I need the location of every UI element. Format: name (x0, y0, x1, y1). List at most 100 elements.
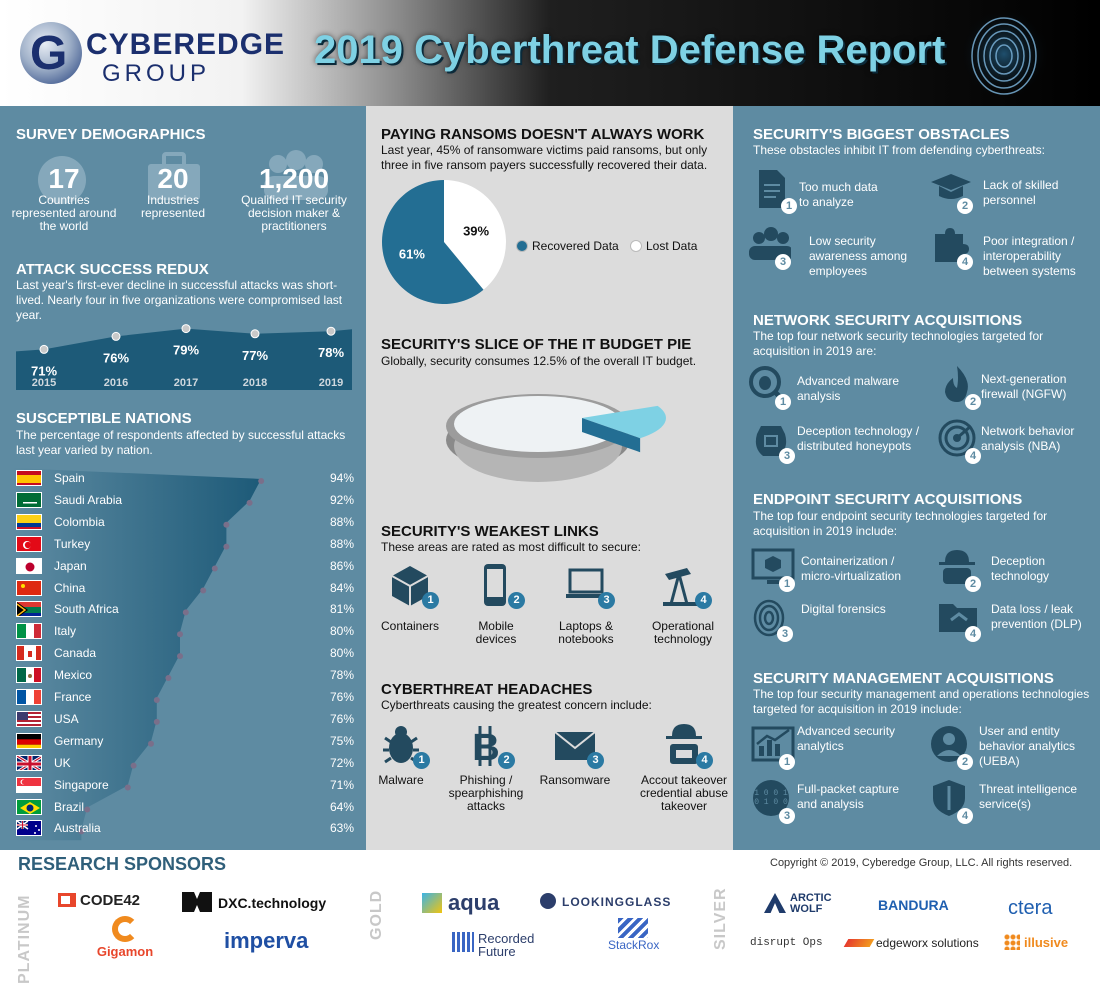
sponsor-bandura[interactable]: BANDURA (878, 897, 949, 913)
sponsor-recordedfuture[interactable]: Recorded Future (452, 932, 534, 958)
attack-text: Last year's first-ever decline in succes… (16, 278, 343, 322)
bug-icon (379, 724, 423, 768)
sponsor-imperva[interactable]: imperva (224, 928, 309, 953)
item-label: Poor integration / interoperability betw… (983, 234, 1076, 278)
sponsor-dxc[interactable]: DXC.technology (182, 892, 326, 912)
item-label: Too much data to analyze (799, 180, 878, 209)
shield-icon (929, 778, 973, 820)
item-label: Operational technology (651, 619, 715, 646)
management-text: The top four security management and ope… (753, 687, 1090, 716)
attack-value-label: 79% (173, 343, 199, 358)
headache-items: 1 Malware B 2 Phishing / spearphishing attac… (366, 724, 733, 834)
report-title: 2019 Cyberthreat Defense Report (314, 28, 946, 72)
nation-bar-marker (148, 740, 154, 747)
flag-icon (16, 470, 42, 486)
fingerprint-icon (958, 8, 1050, 100)
item-number-badge: 1 (779, 576, 795, 592)
monitor-box-icon (751, 546, 795, 588)
item-number-badge: 4 (957, 254, 973, 270)
nation-value: 78% (329, 668, 354, 683)
sponsor-illusive[interactable]: illusive (1004, 934, 1068, 950)
endpoint-items: 1 Containerization / micro-virtualization… (733, 542, 1100, 652)
stat-countries: 17 Countries represented around the worl… (10, 164, 118, 233)
attack-value-label: 71% (31, 363, 57, 378)
nation-value: 84% (329, 580, 354, 595)
sponsor-disruptops[interactable]: disrupt Ops (750, 937, 823, 949)
nation-name: Colombia (54, 514, 105, 529)
nation-value: 76% (329, 711, 354, 726)
nation-value: 75% (329, 733, 354, 748)
obstacles-text: These obstacles inhibit IT from defendin… (753, 143, 1045, 157)
sponsor-edgeworx[interactable]: edgeworx solutions (843, 936, 979, 950)
attack-point (181, 324, 191, 334)
nation-bar-marker (246, 499, 253, 506)
attack-value-label: 78% (318, 345, 344, 360)
item-number-badge: 3 (779, 448, 795, 464)
nation-bar-marker (211, 565, 218, 572)
management-heading: SECURITY MANAGEMENT ACQUISITIONS (753, 670, 1054, 687)
pumpjack-icon (661, 564, 705, 608)
obstacles-heading: SECURITY'S BIGGEST OBSTACLES (753, 126, 1010, 143)
nation-row: USA 76% (16, 709, 354, 729)
people-group-icon (264, 150, 328, 200)
ransom-text: Last year, 45% of ransomware victims pai… (381, 143, 708, 172)
document-icon (753, 168, 797, 210)
sponsor-code42[interactable]: CODE42 (58, 892, 140, 909)
nation-bar-marker (153, 718, 160, 725)
ransom-legend: Recovered Data Lost Data (516, 238, 726, 258)
nation-value: 63% (329, 821, 354, 836)
legend-label: Lost Data (646, 239, 698, 253)
sponsor-label: illusive (1024, 935, 1069, 950)
nation-name: Italy (54, 624, 77, 639)
sponsor-gigamon[interactable]: Gigamon (90, 916, 160, 959)
nation-name: Turkey (54, 536, 91, 551)
sponsor-stackrox[interactable]: StackRox (608, 918, 659, 952)
logo-mark-icon: G (20, 22, 82, 84)
attack-area (16, 328, 352, 390)
item-label: Lack of skilled personnel (983, 178, 1059, 207)
sponsor-aqua[interactable]: aqua (422, 890, 499, 916)
attack-heading: ATTACK SUCCESS REDUX (16, 261, 209, 278)
puzzle-icon (929, 224, 973, 266)
globe-icon (38, 156, 86, 204)
item-number-badge: 3 (779, 808, 795, 824)
sponsor-lookingglass[interactable]: LOOKINGGLASS (540, 893, 671, 909)
nations-text: The percentage of respondents affected b… (16, 428, 346, 457)
nation-value: 80% (329, 624, 354, 639)
left-column: SURVEY DEMOGRAPHICS 17 Countries represe… (0, 106, 366, 850)
nation-name: Germany (54, 733, 104, 748)
sponsor-arcticwolf[interactable]: ARCTIC WOLF (764, 893, 832, 915)
nation-row: Canada 80% (16, 643, 354, 663)
edgeworx-logo-icon (843, 939, 875, 947)
people-icon (747, 224, 793, 266)
nation-bar-marker (177, 631, 183, 638)
nation-row: Saudi Arabia 92% (16, 490, 354, 510)
tier-gold: GOLD (368, 889, 385, 940)
flag-icon (16, 710, 42, 727)
item-number-badge: 3 (587, 752, 604, 769)
demographics-heading: SURVEY DEMOGRAPHICS (16, 126, 206, 143)
attack-year-label: 2016 (104, 377, 128, 389)
nation-name: France (54, 690, 92, 704)
flag-icon (16, 776, 42, 793)
flag-icon (16, 645, 42, 662)
weakest-heading: SECURITY'S WEAKEST LINKS (381, 523, 599, 540)
attack-value-label: 76% (103, 350, 129, 365)
sponsor-label: Recorded Future (478, 931, 535, 959)
sponsor-ctera[interactable]: ctera (1008, 897, 1053, 919)
ransom-pie-label: 39% (463, 223, 489, 238)
headaches-text: Cyberthreats causing the greatest concer… (381, 698, 652, 712)
endpoint-heading: ENDPOINT SECURITY ACQUISITIONS (753, 491, 1023, 508)
spy-icon (937, 546, 981, 588)
item-label: Data loss / leak prevention (DLP) (991, 602, 1082, 631)
gigamon-logo-icon (112, 916, 138, 942)
sponsor-label: Gigamon (96, 944, 154, 959)
sponsor-label: DXC.technology (218, 895, 327, 911)
aqua-logo-icon (422, 893, 442, 913)
item-label: Threat intelligence service(s) (979, 782, 1078, 811)
mobile-icon (474, 564, 518, 608)
attack-year-label: 2018 (243, 377, 267, 389)
recordedfuture-logo-icon (452, 932, 474, 952)
attack-point (250, 329, 260, 339)
